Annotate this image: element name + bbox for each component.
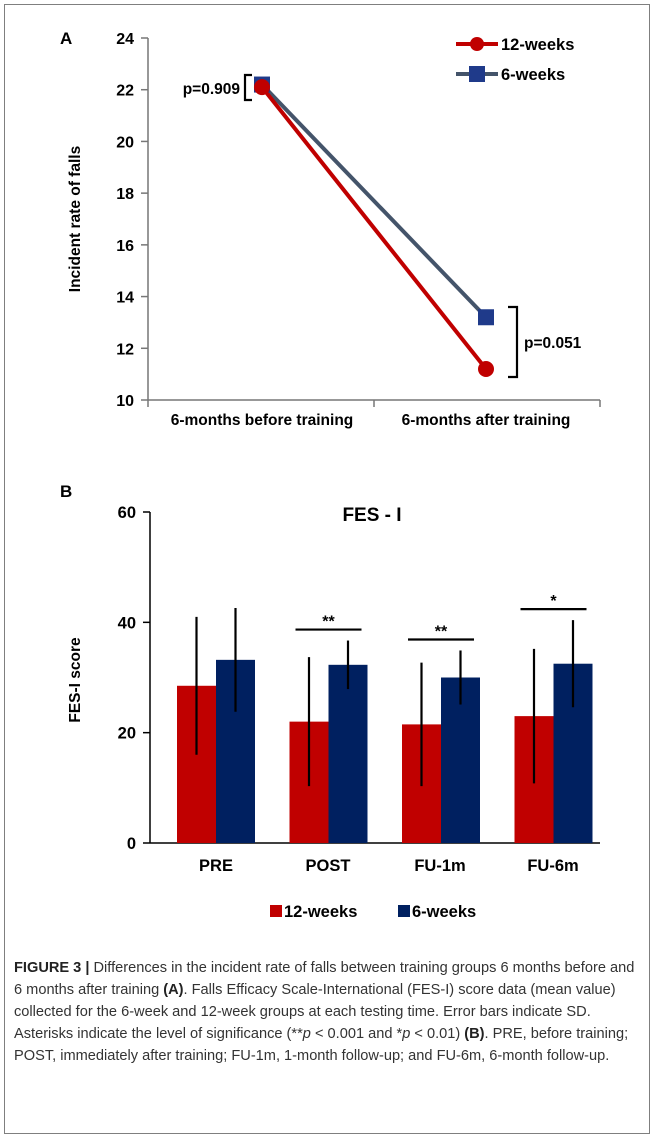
p-value-after: p=0.051	[524, 335, 582, 352]
y-tick-label-b-0: 0	[127, 835, 136, 853]
bar-6-weeks-1	[328, 664, 368, 843]
figure-frame	[4, 4, 650, 1134]
caption-ref-b: (B)	[464, 1026, 485, 1042]
caption-p-2: p	[402, 1026, 411, 1042]
caption-text-3: < 0.001 and *	[310, 1026, 403, 1042]
caption-title: FIGURE 3 |	[14, 960, 90, 976]
p-value-before: p=0.909	[183, 81, 241, 98]
series-line-12-weeks	[260, 85, 488, 371]
figure-svg: A 10 12 14 16 18 20 22 24 Incident rate of fall…	[60, 29, 601, 921]
point-6-weeks-1	[478, 309, 494, 326]
y-tick-label-b-3: 60	[118, 504, 136, 522]
caption-text-4: < 0.01)	[410, 1026, 465, 1042]
caption-ref-a: (A)	[163, 982, 184, 998]
legend-b-swatch-6-weeks	[398, 905, 410, 917]
point-12-weeks-1	[478, 360, 494, 377]
legend-b-label-6-weeks: 6-weeks	[412, 903, 476, 921]
x-category-label-b-3: FU-6m	[527, 857, 578, 875]
y-tick-label-a-2: 14	[116, 290, 134, 307]
x-category-label-b-0: PRE	[199, 857, 233, 875]
y-tick-label-b-2: 40	[118, 614, 136, 632]
x-category-label-a-0: 6-months before training	[171, 412, 354, 429]
point-12-weeks-0	[254, 79, 270, 96]
legend-a-label-12-weeks: 12-weeks	[501, 36, 574, 54]
chart-title-b: FES - I	[342, 505, 401, 526]
y-tick-label-a-5: 20	[116, 134, 134, 151]
legend-a-marker-12-weeks	[470, 37, 484, 51]
significance-label-2: **	[435, 623, 448, 640]
caption-text-5: . PRE, before training; POST, immediatel…	[14, 1026, 629, 1064]
y-axis-label-b: FES-I score	[67, 637, 84, 723]
legend-a-marker-6-weeks	[469, 66, 485, 82]
p-bracket-after	[508, 305, 519, 379]
x-category-label-b-2: FU-1m	[414, 857, 465, 875]
caption-text-1: Differences in the incident rate of fall…	[14, 960, 635, 998]
legend-a: 12-weeks 6-weeks	[456, 36, 574, 84]
figure-caption: FIGURE 3 | Differences in the incident r…	[14, 957, 644, 1067]
y-axis-label-a: Incident rate of falls	[67, 146, 84, 292]
y-tick-label-a-0: 10	[116, 393, 134, 410]
legend-b-swatch-12-weeks	[270, 905, 282, 917]
p-bracket-before	[243, 73, 252, 102]
y-tick-label-a-3: 16	[116, 238, 134, 255]
x-category-label-b-1: POST	[306, 857, 351, 875]
y-tick-label-a-6: 22	[116, 83, 134, 100]
legend-b: 12-weeks 6-weeks	[270, 903, 476, 921]
panel-label-a: A	[60, 29, 72, 48]
caption-text-2: . Falls Efficacy Scale-International (FE…	[14, 982, 616, 1042]
panel-label-b: B	[60, 482, 72, 501]
y-tick-label-a-7: 24	[116, 31, 134, 48]
y-tick-label-a-4: 18	[116, 186, 134, 203]
significance-label-1: **	[322, 614, 335, 631]
series-line-6-weeks	[260, 83, 488, 319]
significance-label-3: *	[550, 593, 557, 610]
y-tick-label-a-1: 12	[116, 341, 134, 358]
y-tick-label-b-1: 20	[118, 725, 136, 743]
legend-a-label-6-weeks: 6-weeks	[501, 66, 565, 84]
legend-b-label-12-weeks: 12-weeks	[284, 903, 357, 921]
caption-p-1: p	[302, 1026, 311, 1042]
bar-6-weeks-2	[441, 677, 480, 843]
x-category-label-a-1: 6-months after training	[402, 412, 571, 429]
